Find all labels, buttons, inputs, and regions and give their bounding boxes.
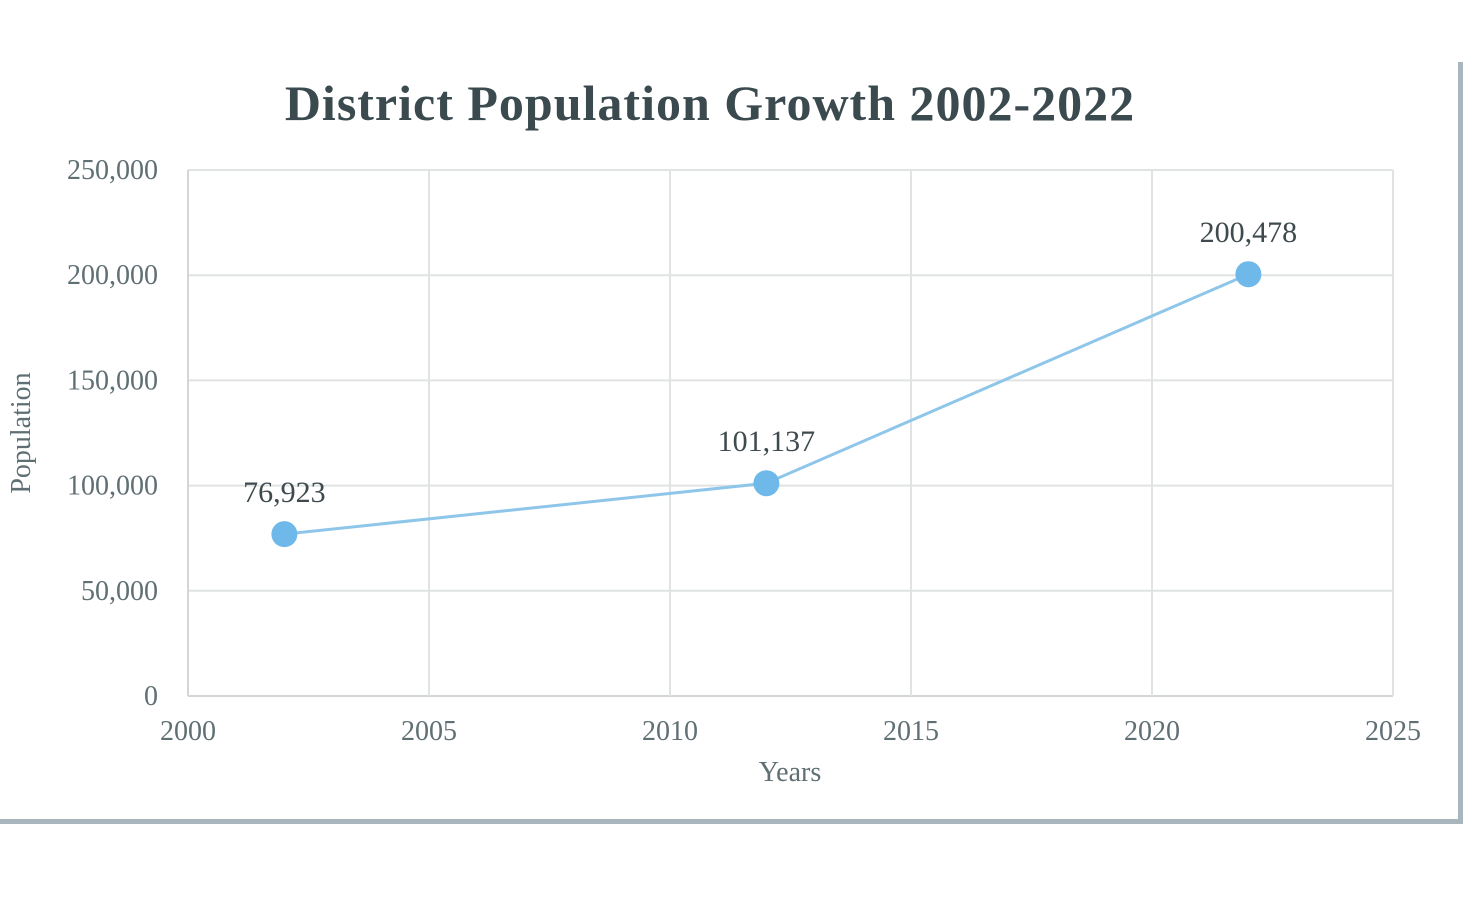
- y-tick-label: 150,000: [67, 365, 158, 396]
- data-point: [1235, 261, 1262, 288]
- chart-title: District Population Growth 2002-2022: [285, 75, 1135, 131]
- x-tick-label: 2020: [1124, 716, 1180, 747]
- data-point: [271, 521, 298, 548]
- tick-labels: 0 50,000 100,000 150,000 200,000 250,000 2000 2…: [67, 155, 1421, 747]
- x-tick-label: 2015: [883, 716, 939, 747]
- frame-edge-right: [1458, 62, 1463, 824]
- data-labels: 76,923 101,137 200,478: [243, 216, 1297, 509]
- y-tick-label: 50,000: [81, 576, 158, 607]
- y-tick-label: 250,000: [67, 155, 158, 186]
- x-tick-label: 2025: [1365, 716, 1421, 747]
- x-tick-label: 2000: [160, 716, 216, 747]
- data-label: 76,923: [243, 476, 326, 509]
- x-axis-label: Years: [759, 757, 822, 788]
- data-point: [753, 470, 780, 497]
- data-label: 101,137: [718, 425, 816, 458]
- y-tick-label: 200,000: [67, 260, 158, 291]
- series: [271, 261, 1262, 548]
- x-tick-label: 2010: [642, 716, 698, 747]
- data-label: 200,478: [1200, 216, 1298, 249]
- frame-edge-bottom: [0, 819, 1463, 824]
- y-axis-label: Population: [6, 372, 37, 493]
- x-tick-label: 2005: [401, 716, 457, 747]
- y-tick-label: 100,000: [67, 471, 158, 502]
- y-tick-label: 0: [144, 681, 158, 712]
- grid: [187, 169, 1394, 697]
